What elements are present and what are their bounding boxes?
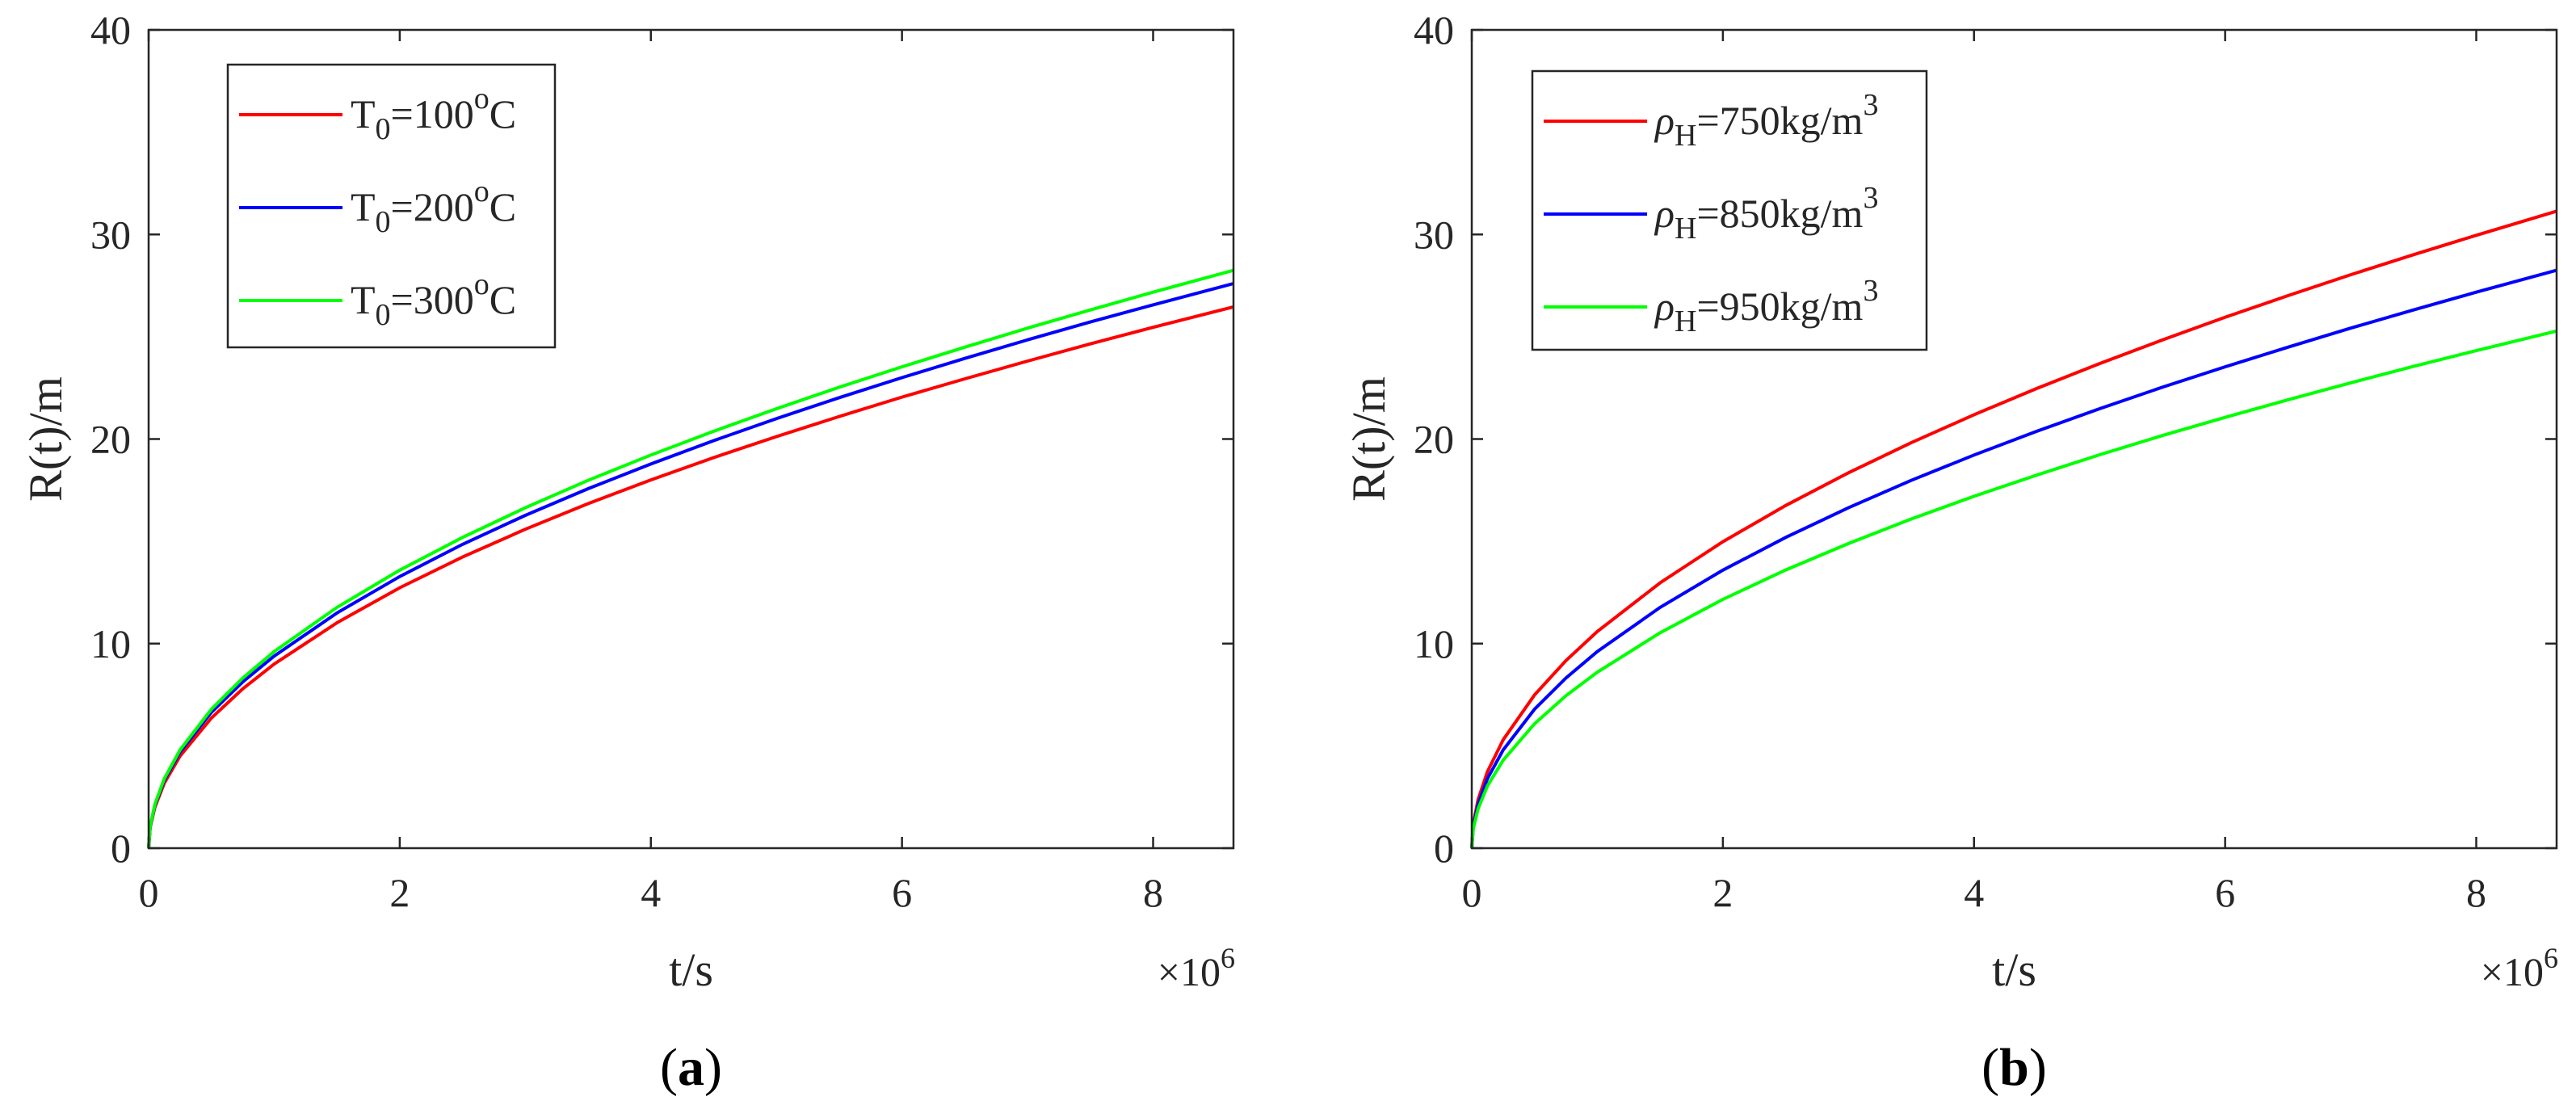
- x-tick-label: 4: [641, 870, 661, 915]
- series-line-3: [1470, 329, 2557, 849]
- y-tick-label: 40: [90, 7, 131, 53]
- x-tick-label: 0: [1462, 870, 1482, 915]
- y-tick-label: 20: [90, 417, 131, 462]
- x-multiplier: ×106: [1158, 942, 1235, 994]
- y-tick-label: 40: [1414, 7, 1454, 53]
- legend-entry: ρH=950kg/m3: [1654, 274, 1878, 338]
- y-tick-label: 0: [111, 826, 131, 871]
- x-tick-label: 4: [1964, 870, 1984, 915]
- series-line-3: [147, 268, 1234, 849]
- x-tick-label: 8: [2466, 870, 2486, 915]
- x-tick-label: 6: [2215, 870, 2235, 915]
- y-tick-label: 10: [1414, 621, 1454, 666]
- panel-label: (b): [1981, 1038, 2047, 1097]
- series-line-1: [147, 305, 1234, 849]
- legend-entry: T0=100oC: [351, 82, 516, 146]
- legend-entry: ρH=750kg/m3: [1654, 88, 1878, 153]
- x-tick-label: 8: [1143, 870, 1163, 915]
- x-multiplier: ×106: [2481, 942, 2558, 994]
- legend-entry: T0=200oC: [351, 174, 516, 239]
- x-axis-label: t/s: [669, 943, 713, 996]
- legend-entry: ρH=850kg/m3: [1654, 181, 1878, 246]
- x-axis-label: t/s: [1992, 943, 2036, 996]
- x-tick-label: 2: [389, 870, 410, 915]
- panel-label: (a): [660, 1038, 722, 1097]
- chart-panel-b: 0 2 4 6 8 0 10 20 30 40 t/s R(t)/m ×106 ρH=750kg/m3 ρH…: [1343, 7, 2558, 1097]
- y-axis-label: R(t)/m: [1343, 376, 1395, 502]
- x-tick-label: 0: [139, 870, 159, 915]
- y-axis-label: R(t)/m: [19, 376, 72, 502]
- y-tick-label: 30: [90, 212, 131, 257]
- y-tick-label: 20: [1414, 417, 1454, 462]
- legend-box: [1531, 69, 1928, 351]
- series-line-2: [1470, 268, 2557, 849]
- legend-entry: T0=300oC: [351, 267, 516, 332]
- chart-panel-a: 0 2 4 6 8 0 10 20 30 40 t/s R(t)/m ×106 T0=100oC T0=20…: [19, 7, 1235, 1097]
- x-tick-label: 6: [892, 870, 912, 915]
- y-tick-label: 30: [1414, 212, 1454, 257]
- y-tick-label: 10: [90, 621, 131, 666]
- y-tick-label: 0: [1434, 826, 1454, 871]
- series-line-1: [1470, 209, 2557, 849]
- x-tick-label: 2: [1712, 870, 1733, 915]
